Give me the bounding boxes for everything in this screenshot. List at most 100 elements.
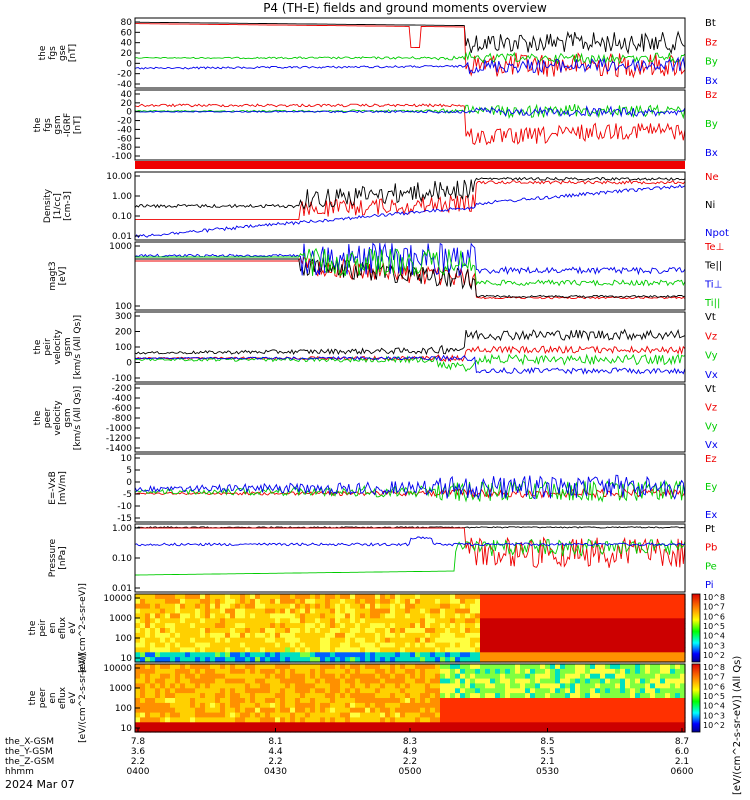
- ephem-row-label: the_X-GSM: [5, 737, 54, 747]
- pressure-legend-Pe: Pe: [705, 561, 717, 572]
- date-label: 2024 Mar 07: [5, 778, 75, 791]
- fgs_gsm-series-Bx: [134, 105, 686, 118]
- pressure-ytick: 0.01: [112, 584, 132, 594]
- peir_spec-colorbar: [692, 594, 700, 662]
- peer_velocity-frame: [134, 383, 686, 453]
- fgs_gsm-ytick: -60: [117, 134, 132, 144]
- peer_velocity-ylabel: the peer velocity gsm [km/s (All Qs)]: [33, 386, 83, 450]
- peer_spec-panel: 10^810^710^610^510^410^310^2100001000100…: [28, 653, 725, 743]
- ephem-value: 8.7: [675, 737, 689, 747]
- fgs_gse-ytick: 0: [126, 59, 132, 69]
- efield-ylabel: E=-VxB [mV/m]: [48, 471, 68, 505]
- peir_velocity-ylabel: the peir velocity gsm [km/s (All Qs)]: [33, 315, 83, 379]
- peir_velocity-ytick: 200: [115, 328, 132, 338]
- colorbar-tick: 10^5: [703, 622, 725, 631]
- efield-ytick: 10: [121, 454, 133, 464]
- ephem-value: 2.1: [675, 757, 689, 767]
- pressure-ylabel: Pressure [nPa]: [48, 538, 68, 577]
- peir_velocity-ytick: 0: [126, 359, 132, 369]
- svg-text:peir: peir: [43, 338, 53, 356]
- peir_velocity-legend-Vz: Vz: [705, 331, 717, 342]
- peer_velocity-ytick: -1400: [106, 444, 132, 454]
- peer_spec-ytick: 10000: [103, 664, 132, 674]
- pressure-legend-Pt: Pt: [705, 524, 715, 535]
- svg-text:Density: Density: [43, 188, 53, 223]
- fgs_gsm-series-Bz: [134, 103, 686, 146]
- colorbar-tick: 10^5: [703, 692, 725, 701]
- ephem-value: 2.2: [403, 757, 417, 767]
- svg-text:peer: peer: [38, 687, 48, 708]
- fgs_gsm-legend-Bz: Bz: [705, 90, 717, 101]
- svg-text:gsm: gsm: [63, 408, 73, 427]
- peir_velocity-ytick: 300: [115, 312, 132, 322]
- temperature-frame: [134, 241, 686, 311]
- peer_velocity-legend-Vy: Vy: [705, 421, 718, 432]
- peir_spec-ytick: 10000: [103, 594, 132, 604]
- peir_velocity-legend-Vt: Vt: [705, 312, 716, 323]
- figure-title: P4 (TH-E) fields and ground moments over…: [263, 1, 547, 15]
- efield-ytick: 5: [126, 466, 132, 476]
- colorbar-label: [eV/(cm^2-s-sr-eV)] (All Qs): [732, 656, 743, 795]
- ephem-value: 3.6: [131, 747, 146, 757]
- fgs_gse-legend-Bz: Bz: [705, 37, 717, 48]
- ephem-value: 0500: [399, 767, 422, 777]
- colorbar-tick: 10^4: [703, 632, 725, 641]
- fgs_gse-ytick: 40: [121, 39, 133, 49]
- svg-text:magt3: magt3: [48, 261, 58, 290]
- temperature-legend-Ti⊥: Ti⊥: [704, 279, 722, 290]
- fgs_gse-legend-Bt: Bt: [705, 18, 716, 29]
- svg-text:[mV/m]: [mV/m]: [58, 471, 68, 505]
- ephem-value: 2.1: [540, 757, 554, 767]
- density-series-Ne: [135, 179, 686, 221]
- svg-text:[cm-3]: [cm-3]: [63, 191, 73, 221]
- svg-text:the: the: [33, 117, 43, 132]
- density-frame: [134, 171, 686, 241]
- colorbar-tick: 10^6: [703, 612, 725, 621]
- svg-text:-IGRF: -IGRF: [63, 113, 73, 137]
- peir_velocity-series-Vt: [134, 328, 686, 356]
- svg-text:eflux: eflux: [58, 616, 68, 639]
- svg-text:en: en: [48, 692, 58, 703]
- temperature-series-Te||: [135, 258, 686, 298]
- peir_spec-ytick: 1000: [109, 614, 132, 624]
- peer_velocity-ytick: -200: [112, 384, 133, 394]
- ephem-row-label: the_Y-GSM: [5, 747, 53, 757]
- efield-series-Ey: [134, 480, 686, 503]
- colorbar-tick: 10^3: [703, 711, 725, 720]
- peir_spec-ylabel: the peir en eflux eV [eV/(cm^2-s-sr-eV)]: [28, 583, 88, 673]
- svg-text:the: the: [38, 45, 48, 60]
- temperature-series-Te⊥: [135, 256, 686, 300]
- colorbar-tick: 10^6: [703, 682, 725, 691]
- fgs_gse-frame: [134, 17, 686, 89]
- ephem-row-label: the_Z-GSM: [5, 757, 54, 767]
- peer_velocity-ytick: -800: [112, 414, 133, 424]
- colorbar-tick: 10^7: [703, 603, 725, 612]
- svg-text:gse: gse: [58, 45, 68, 61]
- pressure-legend-Pb: Pb: [705, 543, 717, 554]
- svg-text:gsm: gsm: [63, 337, 73, 356]
- svg-text:the: the: [33, 410, 43, 425]
- pressure-frame: [134, 523, 686, 593]
- colorbar-tick: 10^2: [703, 651, 725, 660]
- efield-ytick: -5: [123, 490, 132, 500]
- colorbar-tick: 10^2: [703, 721, 725, 730]
- density-ytick: 0.01: [112, 232, 132, 242]
- density-panel: 10.00 1.00 0.10 0.01 Density [1/cc] [cm-3] Ne Ni…: [43, 171, 729, 242]
- density-legend-Ni: Ni: [705, 200, 715, 211]
- peer_velocity-ytick: -600: [112, 404, 133, 414]
- ephem-value: 0430: [264, 767, 287, 777]
- svg-text:[eV/(cm^2-s-sr-eV)]: [eV/(cm^2-s-sr-eV)]: [78, 583, 88, 673]
- pressure-panel: 1.00 0.10 0.01 Pressure [nPa] Pt Pb Pe Pi: [48, 523, 717, 594]
- peer_spec-ylabel: the peer en eflux eV [eV/(cm^2-s-sr-eV)]: [28, 653, 88, 743]
- fgs_gsm-ytick: 40: [121, 90, 133, 100]
- density-ytick: 0.10: [112, 212, 132, 222]
- peer_velocity-legend-Vx: Vx: [705, 440, 718, 451]
- svg-text:eV: eV: [68, 691, 78, 704]
- fgs_gsm-series-By: [134, 103, 686, 120]
- peir_velocity-frame: [134, 311, 686, 383]
- fgs_gse-ytick: 80: [121, 18, 133, 28]
- pressure-series-Pb: [135, 527, 686, 568]
- efield-ytick: -10: [117, 502, 132, 512]
- peer_velocity-legend-Vt: Vt: [705, 384, 716, 395]
- peir_velocity-legend-Vx: Vx: [705, 370, 718, 381]
